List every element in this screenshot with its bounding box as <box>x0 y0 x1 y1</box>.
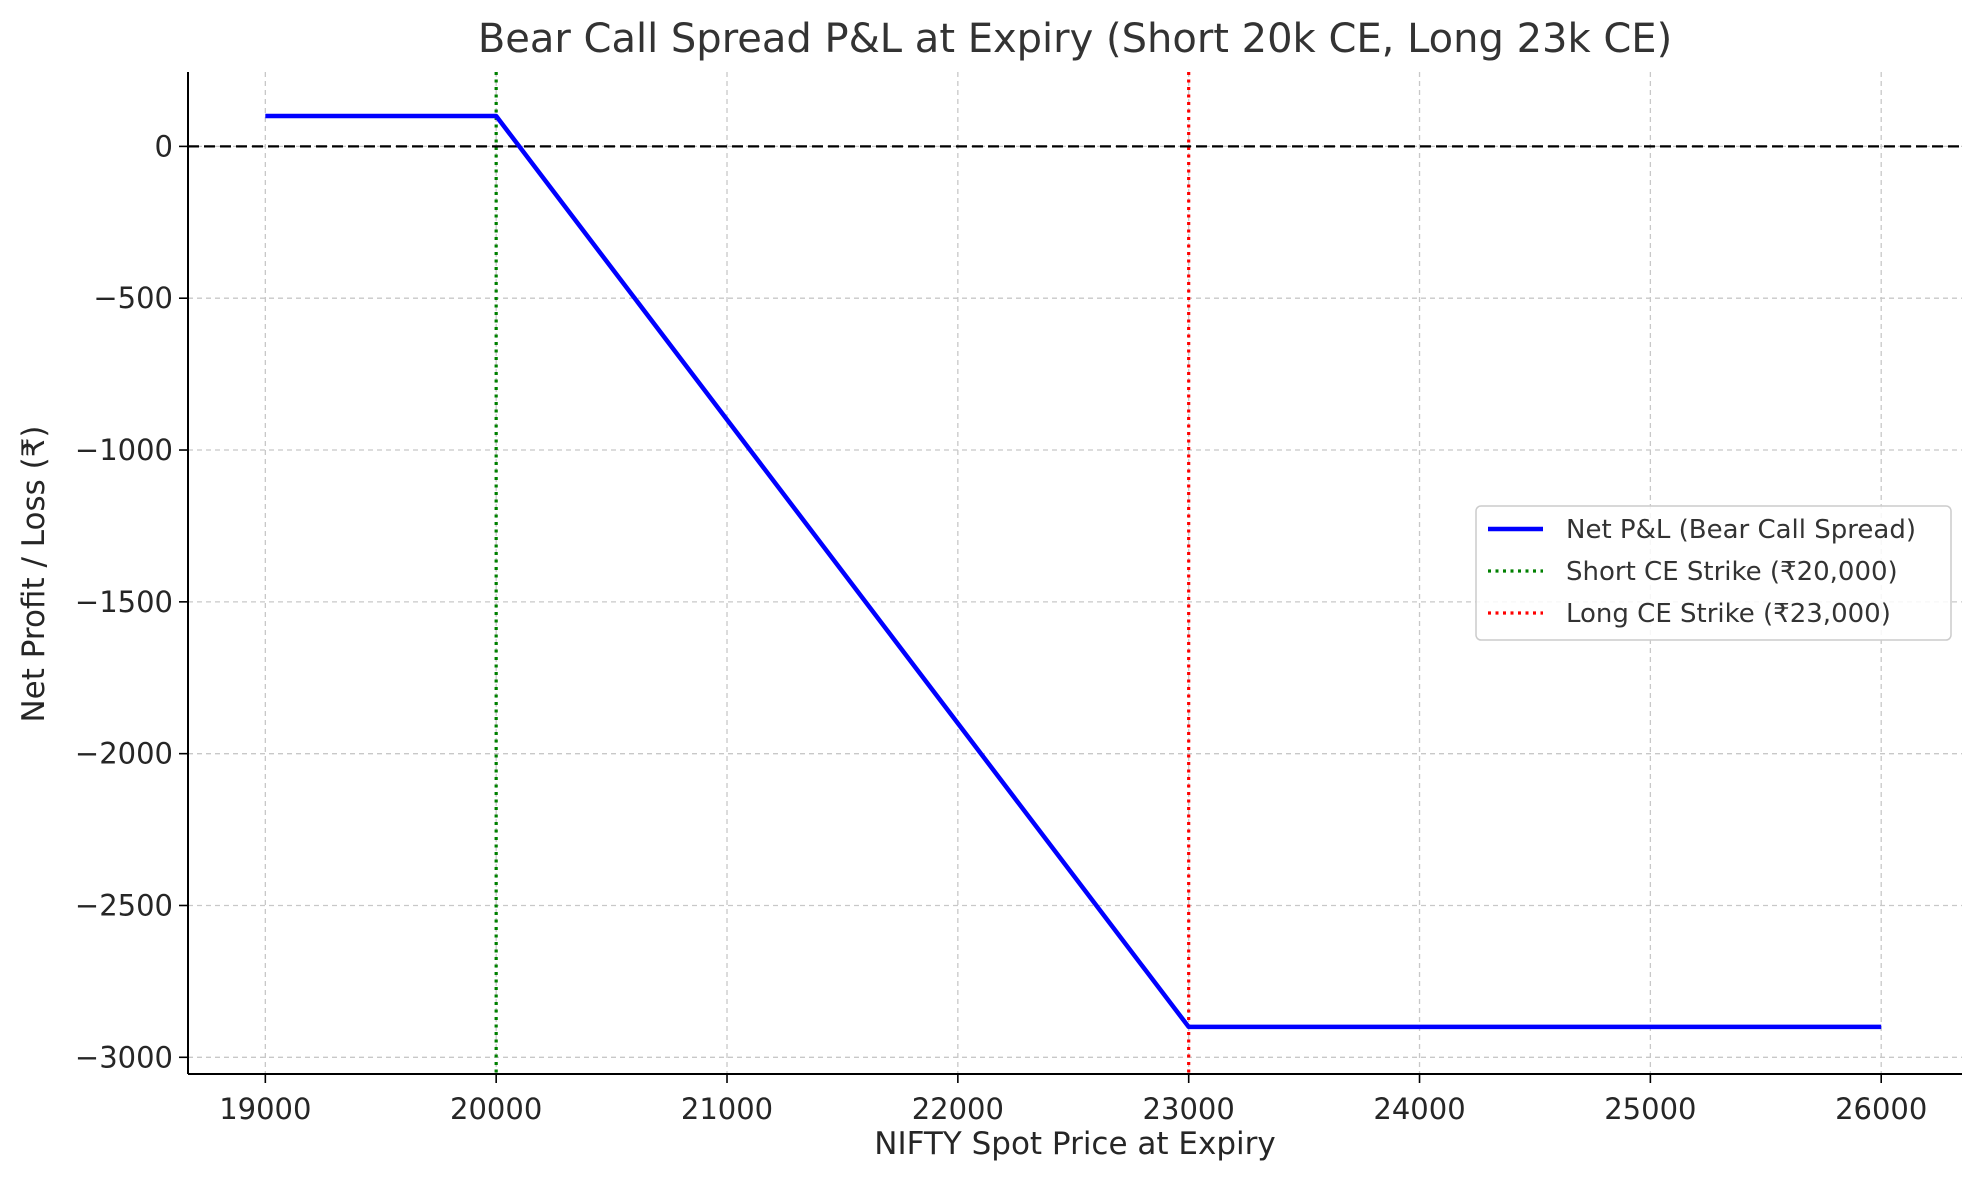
x-axis-label: NIFTY Spot Price at Expiry <box>874 1126 1275 1162</box>
y-tick-label: −2000 <box>75 737 173 771</box>
x-tick-label: 23000 <box>1143 1092 1235 1126</box>
y-tick-label: −1000 <box>75 433 173 467</box>
y-tick-label: −1500 <box>75 585 173 619</box>
y-tick-label: −500 <box>93 281 173 315</box>
x-ticks: 19000 20000 21000 22000 23000 24000 25000 26000 <box>219 1074 1927 1126</box>
legend-label: Net P&L (Bear Call Spread) <box>1566 515 1916 545</box>
x-tick-label: 20000 <box>450 1092 542 1126</box>
x-tick-label: 21000 <box>681 1092 773 1126</box>
y-ticks: 0 −500 −1000 −1500 −2000 −2500 −3000 <box>75 129 188 1074</box>
y-tick-label: 0 <box>155 129 173 163</box>
x-tick-label: 24000 <box>1373 1092 1465 1126</box>
x-tick-label: 25000 <box>1604 1092 1696 1126</box>
legend-label: Long CE Strike (₹23,000) <box>1566 599 1891 629</box>
legend: Net P&L (Bear Call Spread) Short CE Strik… <box>1476 506 1951 640</box>
y-tick-label: −3000 <box>75 1040 173 1074</box>
y-tick-label: −2500 <box>75 888 173 922</box>
x-tick-label: 22000 <box>912 1092 1004 1126</box>
legend-label: Short CE Strike (₹20,000) <box>1566 557 1898 587</box>
y-axis-label: Net Profit / Loss (₹) <box>16 425 52 722</box>
x-tick-label: 19000 <box>219 1092 311 1126</box>
x-tick-label: 26000 <box>1835 1092 1927 1126</box>
chart-title: Bear Call Spread P&L at Expiry (Short 20… <box>478 16 1672 62</box>
